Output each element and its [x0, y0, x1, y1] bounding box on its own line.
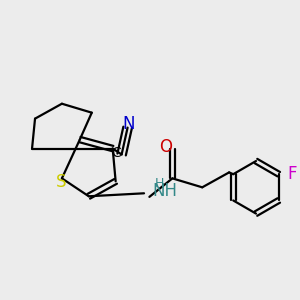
- Text: C: C: [111, 146, 121, 160]
- Text: O: O: [159, 138, 172, 156]
- Text: F: F: [287, 165, 297, 183]
- Text: H: H: [155, 177, 164, 190]
- Text: N: N: [123, 115, 135, 133]
- Text: S: S: [56, 173, 67, 191]
- Text: NH: NH: [152, 182, 177, 200]
